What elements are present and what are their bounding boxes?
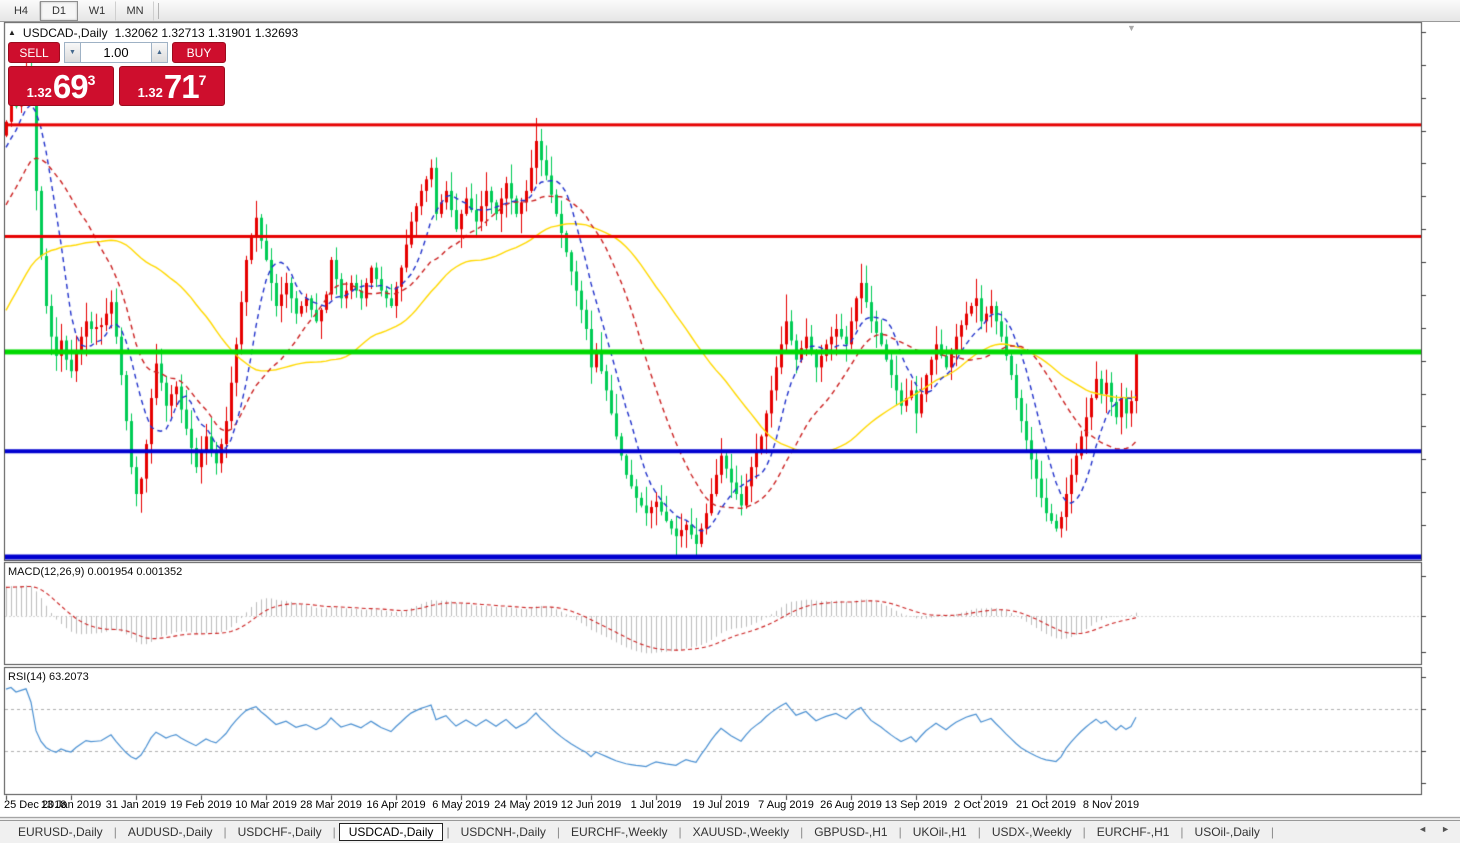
buy-price-display[interactable]: 1.32 71 7 [119, 66, 225, 106]
buy-price-bigfigure: 1.32 [137, 84, 163, 100]
date-tick-label: 28 Mar 2019 [300, 799, 362, 811]
toolbar-separator [158, 2, 159, 19]
date-tick-label: 19 Jul 2019 [692, 799, 750, 811]
tabs-scroll-right-button[interactable]: ► [1441, 824, 1450, 834]
tab-usdx-weekly[interactable]: USDX-,Weekly [991, 825, 1072, 839]
date-tick-label: 6 May 2019 [432, 799, 490, 811]
timeframe-button-w1[interactable]: W1 [78, 0, 116, 21]
one-click-trading-panel: SELL ▼ ▲ BUY 1.32 69 3 1.32 71 7 [8, 42, 228, 106]
sell-button[interactable]: SELL [8, 42, 60, 63]
tab-separator: | [977, 825, 981, 839]
tab-gbpusd-h1[interactable]: GBPUSD-,H1 [814, 825, 888, 839]
collapse-chart-icon[interactable]: ▲ [8, 28, 16, 37]
tab-eurchf-h1[interactable]: EURCHF-,H1 [1096, 825, 1170, 839]
timeframe-toolbar: H4 D1 W1 MN [0, 0, 1460, 22]
chart-header: ▲ USDCAD-,Daily 1.32062 1.32713 1.31901 … [8, 26, 298, 40]
tab-separator: | [898, 825, 902, 839]
date-tick-label: 8 Nov 2019 [1082, 799, 1140, 811]
buy-button[interactable]: BUY [172, 42, 226, 63]
tab-separator: | [223, 825, 227, 839]
tabs-scroll-left-button[interactable]: ◄ [1418, 824, 1428, 834]
date-tick-label: 19 Feb 2019 [170, 799, 232, 811]
tab-separator: | [1180, 825, 1184, 839]
date-tick-label: 10 Mar 2019 [235, 799, 297, 811]
volume-decrease-button[interactable]: ▼ [64, 42, 81, 63]
tab-separator: | [1270, 825, 1275, 839]
timeframe-button-h4[interactable]: H4 [2, 0, 40, 21]
sell-price-display[interactable]: 1.32 69 3 [8, 66, 114, 106]
rsi-indicator-label: RSI(14) 63.2073 [8, 671, 89, 683]
sell-price-bigfigure: 1.32 [26, 84, 52, 100]
date-tick-label: 24 May 2019 [494, 799, 558, 811]
timeframe-button-d1[interactable]: D1 [40, 0, 78, 21]
tab-separator: | [332, 825, 336, 839]
tab-separator: | [1082, 825, 1086, 839]
sell-price-pips: 69 [52, 67, 89, 105]
tab-separator: | [678, 825, 682, 839]
date-tick-label: 26 Aug 2019 [820, 799, 882, 811]
tab-usdcad-daily[interactable]: USDCAD-,Daily [338, 823, 444, 841]
volume-increase-button[interactable]: ▲ [151, 42, 168, 63]
tab-separator: | [446, 825, 450, 839]
chart-symbol-label: USDCAD-,Daily [22, 26, 108, 40]
tab-usdcnh-daily[interactable]: USDCNH-,Daily [460, 825, 546, 839]
tab-ukoil-h1[interactable]: UKOil-,H1 [912, 825, 967, 839]
tab-usoil-daily[interactable]: USOil-,Daily [1194, 825, 1260, 839]
date-tick-label: 25 Dec 2018 [4, 799, 67, 811]
buy-price-pipette: 7 [198, 72, 207, 88]
date-tick-label: 1 Jul 2019 [630, 799, 682, 811]
timeframe-button-mn[interactable]: MN [116, 0, 154, 21]
symbol-tab-bar: EURUSD-,Daily | AUDUSD-,Daily | USDCHF-,Dail… [0, 820, 1460, 843]
chart-shift-marker-icon[interactable]: ▼ [1127, 23, 1136, 33]
date-axis: 25 Dec 2018 13 Jan 2019 31 Jan 2019 19 Feb … [0, 799, 1460, 815]
tab-xauusd-weekly[interactable]: XAUUSD-,Weekly [692, 825, 790, 839]
chevron-down-icon: ▼ [69, 49, 76, 56]
date-tick-label: 13 Jan 2019 [40, 799, 102, 811]
date-tick-label: 7 Aug 2019 [758, 799, 814, 811]
date-tick-label: 13 Sep 2019 [884, 799, 948, 811]
macd-indicator-label: MACD(12,26,9) 0.001954 0.001352 [8, 566, 183, 578]
chart-ohlc-values: 1.32062 1.32713 1.31901 1.32693 [114, 26, 299, 40]
tab-separator: | [800, 825, 804, 839]
sell-price-pipette: 3 [87, 72, 96, 88]
tab-eurusd-daily[interactable]: EURUSD-,Daily [18, 825, 103, 839]
tab-separator: | [113, 825, 117, 839]
tab-separator: | [556, 825, 561, 839]
date-tick-label: 2 Oct 2019 [954, 799, 1008, 811]
tab-navigation: ◄ ► [1418, 824, 1450, 834]
date-tick-label: 16 Apr 2019 [366, 799, 426, 811]
date-tick-label: 21 Oct 2019 [1016, 799, 1076, 811]
volume-input[interactable] [81, 42, 151, 63]
tab-eurchf-weekly[interactable]: EURCHF-,Weekly [571, 825, 668, 839]
tab-audusd-daily[interactable]: AUDUSD-,Daily [127, 825, 213, 839]
date-tick-label: 31 Jan 2019 [105, 799, 167, 811]
chevron-up-icon: ▲ [156, 49, 163, 56]
buy-price-pips: 71 [163, 67, 200, 105]
tab-usdchf-daily[interactable]: USDCHF-,Daily [237, 825, 322, 839]
date-tick-label: 12 Jun 2019 [560, 799, 622, 811]
